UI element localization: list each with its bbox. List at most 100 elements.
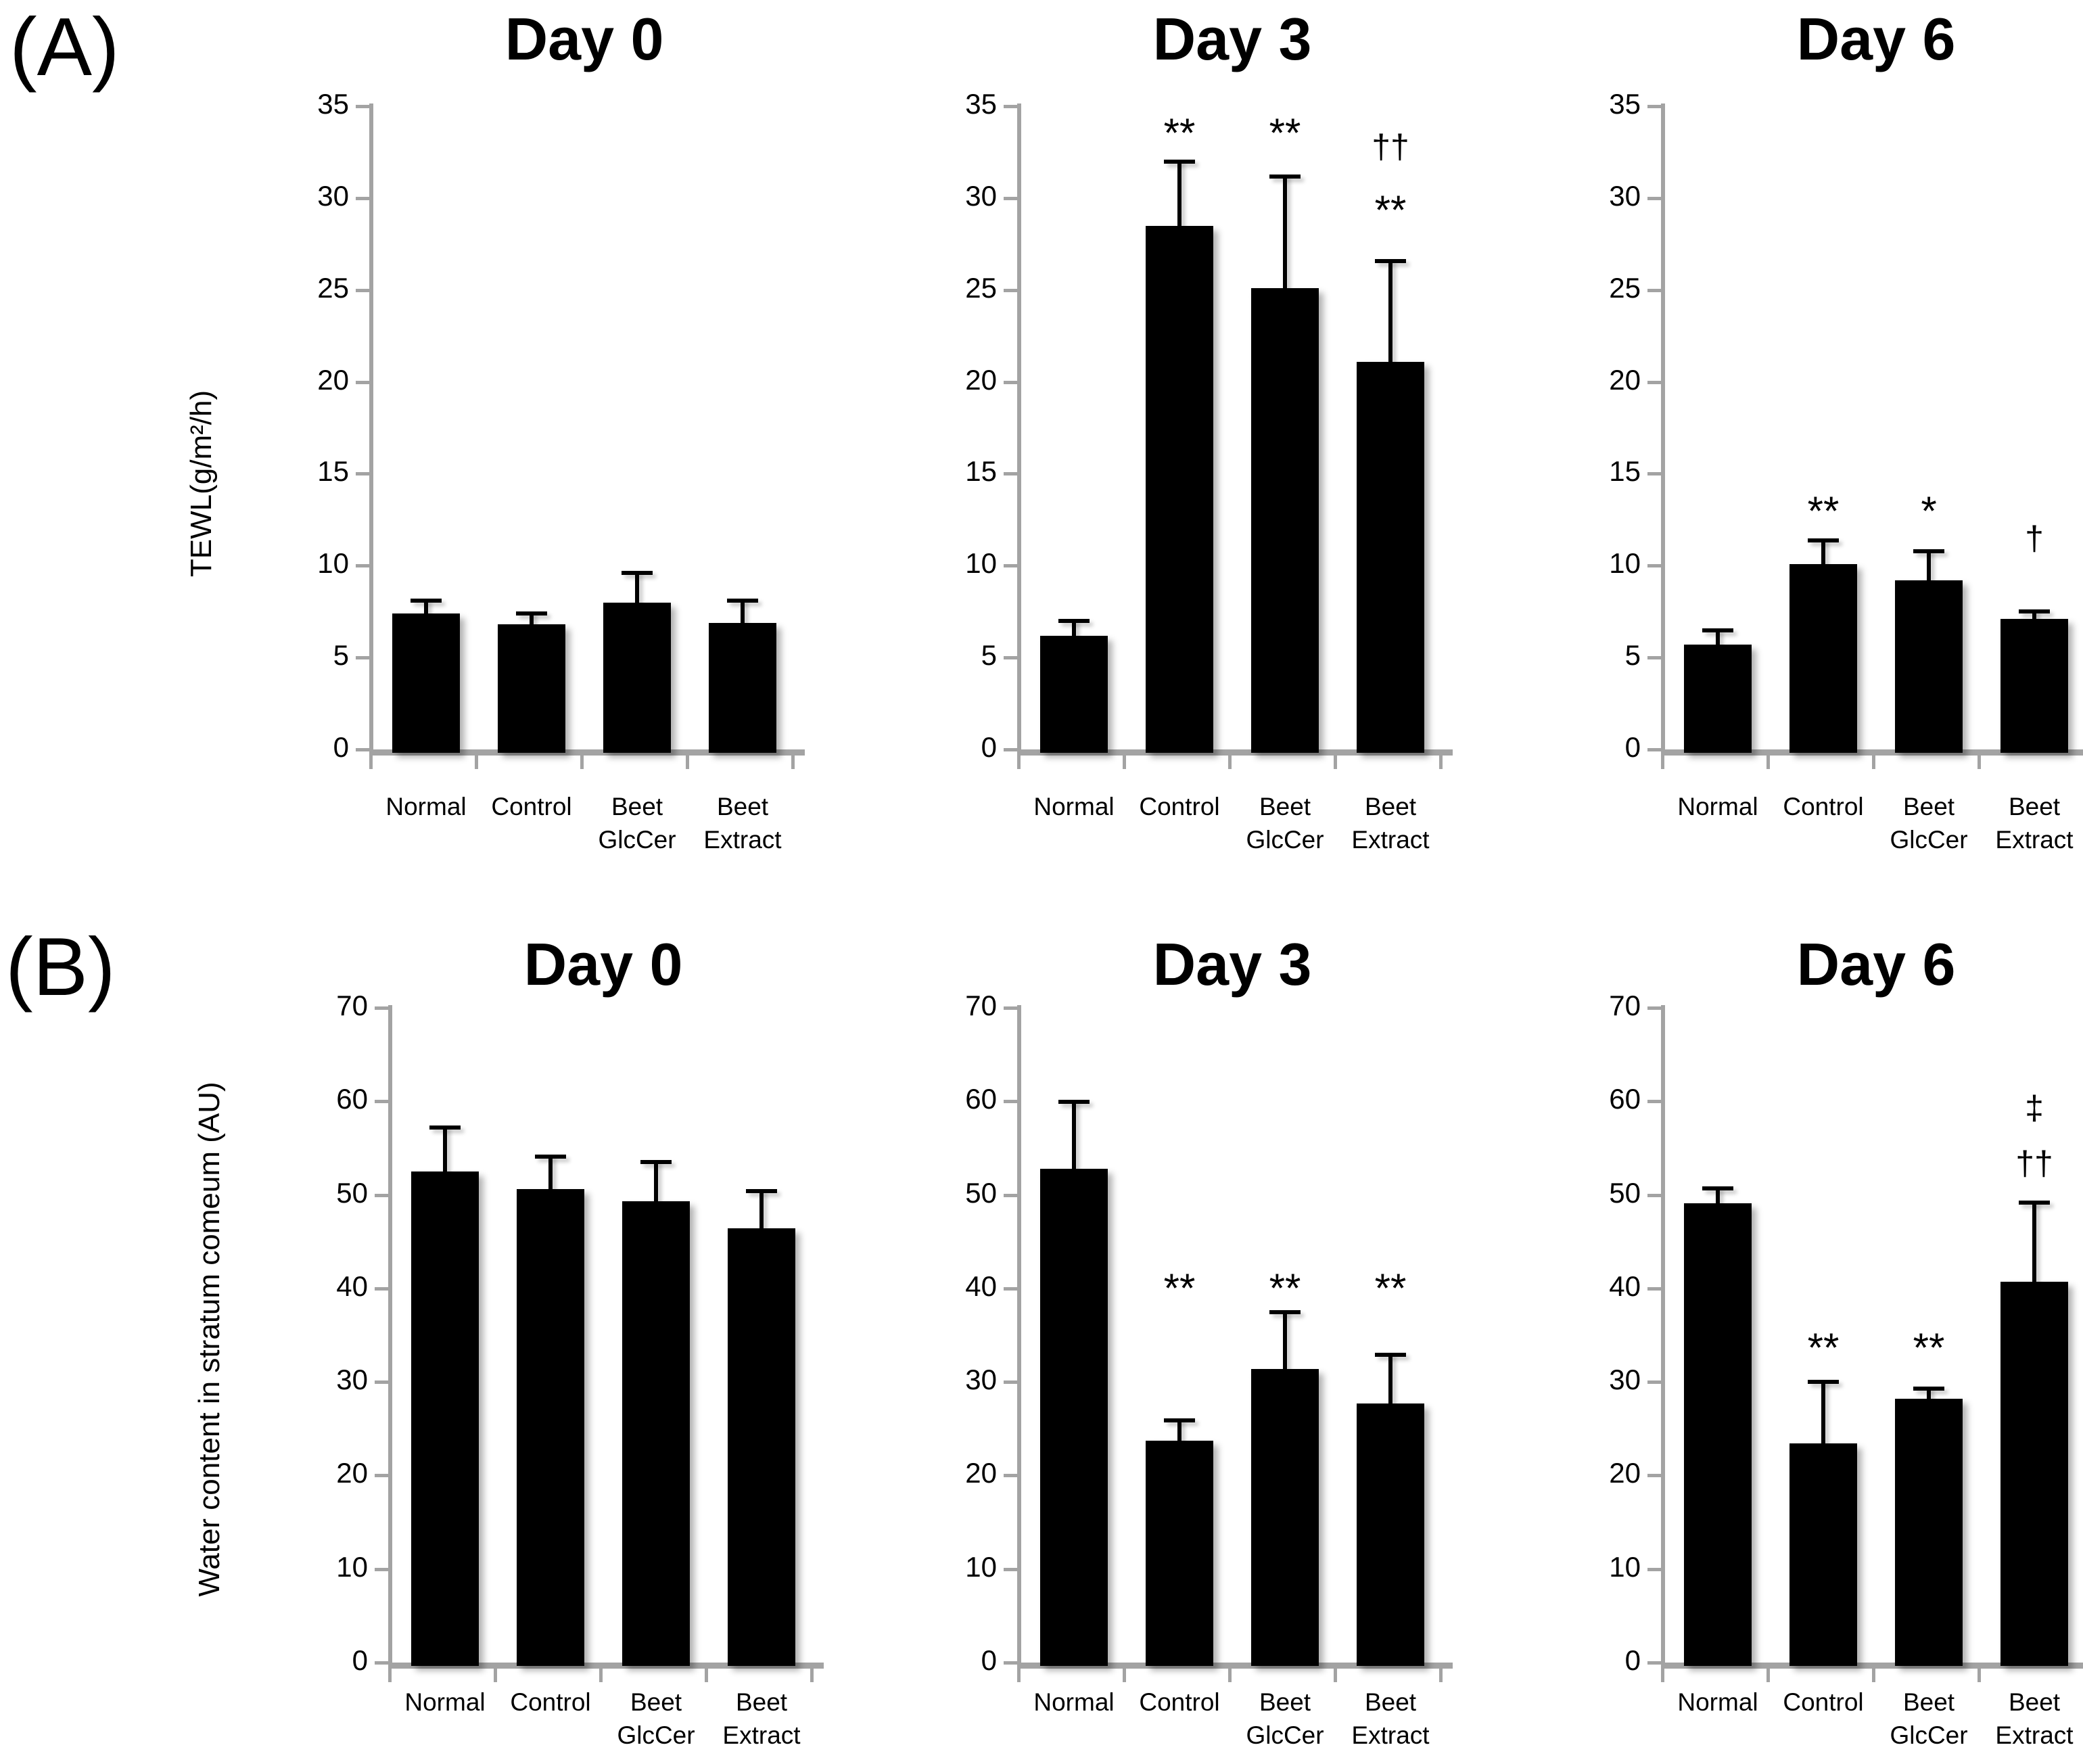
category-label: Beet Extract [1995,793,2074,854]
y-tick-label: 20 [965,1457,997,1489]
error-bar-stem [1177,159,1181,227]
significance-marker: ** [1269,1266,1301,1312]
y-tick-label: 35 [965,88,997,120]
chart-title: Day 3 [1152,5,1312,72]
bar [411,1171,479,1666]
y-tick [1647,1100,1661,1104]
error-bar-cap [2019,609,2050,614]
y-tick [1647,1193,1661,1197]
significance-marker: ** [1807,1325,1840,1371]
y-tick [1004,196,1017,200]
significance-marker: † [2025,519,2044,557]
y-tick-label: 30 [317,179,349,212]
x-axis-line [1661,749,2083,756]
error-bar-stem [635,571,639,604]
y-tick-label: 20 [336,1457,368,1489]
x-tick [1766,756,1770,769]
bar [1146,225,1213,753]
error-bar-cap [1913,1387,1944,1391]
error-bar-stem [1283,1309,1287,1370]
error-bar-stem [1388,1353,1392,1405]
panel-a-label: (A) [9,1,120,93]
error-bar-cap [1375,258,1406,263]
bar [1789,1443,1857,1666]
y-tick [1647,1661,1661,1665]
y-tick [356,656,369,660]
category-label: Normal [385,793,467,820]
x-tick [369,756,373,769]
x-axis-line [1661,1663,2083,1669]
error-bar-cap [1808,1380,1839,1385]
y-tick-label: 50 [965,1176,997,1209]
y-tick-label: 25 [965,271,997,304]
y-tick-label: 20 [965,363,997,396]
bar [603,602,671,753]
bar [392,613,460,753]
bar [1789,563,1857,753]
y-tick-label: 10 [1609,1550,1641,1583]
significance-marker: ** [1374,1266,1407,1312]
x-tick [1977,756,1981,769]
y-tick-label: 5 [333,639,349,672]
error-bar-stem [1716,628,1720,647]
y-tick-label: 10 [1609,547,1641,580]
y-tick [1647,1567,1661,1571]
error-bar-cap [727,599,758,603]
y-tick-label: 0 [333,731,349,763]
y-axis-title: TEWL(g/m²/h) [185,390,218,578]
y-tick-label: 30 [336,1364,368,1396]
y-tick-label: 0 [981,1644,997,1676]
bar [1895,580,1963,753]
x-tick [705,1669,708,1682]
error-bar-cap [1164,1418,1195,1423]
error-bar-cap [1702,628,1733,632]
y-tick [1647,105,1661,108]
y-tick [1647,196,1661,200]
chart-title: Day 6 [1796,931,1956,998]
bar [1251,1368,1319,1666]
x-tick [1017,1669,1021,1682]
y-tick-label: 25 [1609,271,1641,304]
category-label: Control [510,1688,591,1716]
error-bar-stem [548,1155,553,1191]
x-tick [388,1669,392,1682]
y-tick [375,1380,388,1385]
error-bar-cap [640,1160,672,1165]
y-tick [1004,1193,1017,1197]
error-bar-stem [2032,1200,2036,1284]
error-bar-cap [535,1155,566,1159]
category-label: Beet Extract [1995,1688,2074,1749]
x-tick [580,756,584,769]
y-tick [356,748,369,751]
category-label: Beet GlcCer [1890,793,1968,854]
category-label: Beet Extract [1351,1688,1430,1749]
error-bar-cap [1913,549,1944,553]
y-tick-label: 50 [336,1176,368,1209]
error-bar-stem [443,1125,447,1173]
y-tick [1647,380,1661,384]
significance-marker: †† [2015,1144,2053,1182]
bar [728,1228,795,1666]
category-label: Beet GlcCer [617,1688,695,1749]
x-tick [1439,756,1443,769]
y-tick-label: 5 [1624,639,1641,672]
chart-title: Day 6 [1796,5,1956,72]
y-tick [1004,380,1017,384]
error-bar-stem [1072,1099,1076,1170]
y-tick-label: 20 [317,363,349,396]
y-tick [1004,1661,1017,1665]
error-bar-cap [2019,1200,2050,1205]
x-tick [810,1669,814,1682]
y-tick-label: 25 [317,271,349,304]
y-tick-label: 30 [965,179,997,212]
y-tick-label: 40 [965,1270,997,1302]
y-tick-label: 15 [1609,455,1641,488]
x-tick [1439,1669,1443,1682]
y-axis-line [1017,1005,1021,1669]
category-label: Normal [404,1688,486,1716]
y-axis-line [388,1005,392,1669]
bar [1357,1403,1424,1666]
category-label: Normal [1677,793,1758,820]
y-tick [1004,288,1017,292]
y-tick-label: 20 [1609,1457,1641,1489]
